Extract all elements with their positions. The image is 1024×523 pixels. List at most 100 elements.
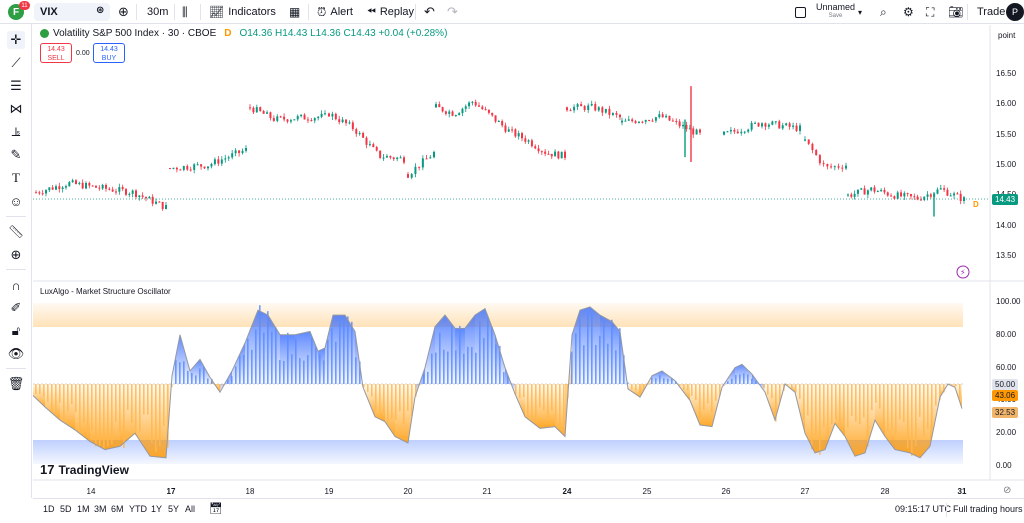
emoji-tool[interactable]: ☺ [7,192,25,210]
candle-body [695,129,698,135]
trend-line-tool[interactable]: ⟋ [7,54,25,72]
histogram-bar [483,337,485,384]
crosshair-tool[interactable]: ✛ [7,31,25,49]
candle-body [494,115,497,122]
projection-tool[interactable]: ⫡ [7,123,25,141]
candle-body [196,164,199,166]
histogram-bar [359,361,361,384]
settings-button[interactable]: ⚙ [903,0,914,24]
candle-body [403,157,405,163]
histogram-bar [719,384,721,396]
histogram-bar [303,360,305,384]
pattern-tool[interactable]: ⋈ [7,100,25,118]
add-symbol-button[interactable]: ⊕ [118,0,129,24]
chart-legend[interactable]: Volatility S&P 500 Index · 30 · CBOE D O… [40,28,447,39]
candle-body [544,151,547,154]
candle-body [145,196,147,199]
histogram-bar [219,384,221,390]
range-button[interactable]: 5Y [168,504,180,514]
histogram-bar [755,380,757,384]
measure-tool[interactable]: 📏︎ [7,223,25,241]
layout-name-button[interactable]: Unnamed Save [816,3,855,21]
lock-icon: 🔓︎ [11,323,21,338]
range-button[interactable]: 1M [77,504,90,514]
range-button[interactable]: All [185,504,196,514]
oscillator-tick-label: 80.00 [996,329,1017,339]
hide-drawings-tool[interactable]: 👁︎ [7,345,25,363]
redo-button[interactable]: ↷ [447,0,458,24]
scale-mode-label[interactable]: point [998,31,1016,40]
candle-body [348,122,351,124]
indicators-button[interactable]: 📈︎ Indicators [209,0,276,24]
fib-tool[interactable]: ☰ [7,77,25,95]
histogram-bar [639,384,641,397]
range-button[interactable]: 5D [60,504,72,514]
layout-menu-button[interactable]: ▾ [858,0,862,24]
clock-time[interactable]: 09:15:17 UTC [895,504,952,514]
histogram-bar [767,384,769,395]
candle-body [484,109,487,111]
snapshot-button[interactable]: 📷︎ [948,0,963,24]
quick-search-button[interactable]: ⌕ [880,0,887,24]
fullscreen-button[interactable]: ⛶ [926,0,934,24]
interval-button[interactable]: 30m [147,6,169,18]
histogram-bar [367,384,369,392]
remove-drawings-tool[interactable]: 🗑︎ [7,375,25,393]
histogram-bar [771,384,773,399]
histogram-bar [855,384,857,422]
lock-drawings-tool[interactable]: 🔓︎ [7,322,25,340]
zoom-tool[interactable]: ⊕ [7,246,25,264]
candle-body [255,107,258,113]
range-button[interactable]: 6M [111,504,124,514]
histogram-bar [815,384,817,436]
histogram-bar [239,355,241,384]
range-button[interactable]: YTD [129,504,147,514]
stay-in-drawing-tool[interactable]: ✐ [7,299,25,317]
replay-button[interactable]: ⏪︎ Replay [367,0,414,24]
sell-button[interactable]: 14.43 SELL [40,43,72,63]
symbol-search-input[interactable]: VIX ⊛ [34,3,110,21]
candle-body [365,137,368,145]
candle-body [949,195,952,197]
candle-body [213,159,216,165]
chart-canvas[interactable]: D ⚡ [0,0,1024,498]
dividend-marker[interactable]: D [973,200,979,209]
candle-body [368,144,371,146]
histogram-bar [791,384,793,389]
histogram-bar [131,384,133,423]
replay-icon: ⏪︎ [367,5,376,18]
candle-body [627,119,630,121]
buy-button[interactable]: 14.43 BUY [93,43,125,63]
candle-body [481,106,484,110]
magnet-tool[interactable]: ∩ [7,276,25,294]
oscillator-title[interactable]: LuxAlgo - Market Structure Oscillator [40,287,171,296]
avatar[interactable]: P [1006,3,1024,21]
brush-tool[interactable]: ✎ [7,146,25,164]
session-button[interactable]: Full trading hours [953,504,1023,514]
candle-body [566,107,568,111]
layout-select-checkbox[interactable] [795,0,806,24]
histogram-bar [615,350,617,384]
candle-body [624,120,627,122]
search-icon: ⌕ [880,4,887,19]
range-button[interactable]: 1Y [151,504,163,514]
go-to-realtime-icon[interactable]: ⊘ [1003,485,1012,496]
oscillator-oversold-band [33,440,963,464]
candle-body [224,158,227,160]
candle-body [799,125,801,131]
chart-type-button[interactable]: ⫼ [182,0,188,24]
events-icon[interactable] [956,265,970,279]
undo-button[interactable]: ↶ [424,0,435,24]
histogram-bar [451,325,453,384]
trade-button[interactable]: Trade [977,6,1006,18]
histogram-bar [679,384,681,386]
templates-button[interactable]: ▦ [289,0,300,24]
candle-body [847,194,849,196]
range-button[interactable]: 1D [43,504,55,514]
goto-date-button[interactable]: 📅︎ [209,502,223,515]
compare-icon[interactable]: ⊛ [96,5,105,16]
alert-button[interactable]: ⏰︎ Alert [317,0,353,24]
range-button[interactable]: 3M [94,504,107,514]
text-tool[interactable]: T [7,169,25,187]
candle-body [293,119,296,121]
